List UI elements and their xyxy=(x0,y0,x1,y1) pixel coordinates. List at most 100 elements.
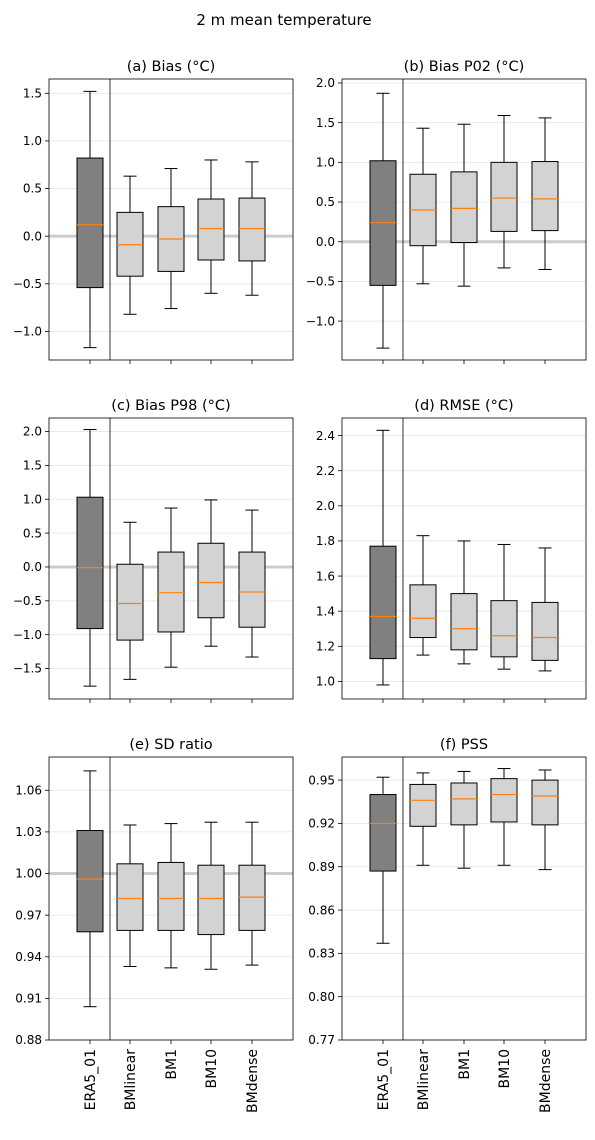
ytick-label-7: 2.4 xyxy=(316,429,335,443)
panel-2: −1.0 −0.5 0.0 0.5 1.0 1.5 2.0 (b) Bias P02 (°C) xyxy=(306,59,587,364)
panel-title: (f) PSS xyxy=(440,737,488,753)
ytick-label-4: 1.00 xyxy=(15,867,42,881)
iqr-box xyxy=(157,551,185,633)
box-ERA5_01 xyxy=(76,770,104,1008)
ytick-label-6: 1.5 xyxy=(23,459,42,473)
ytick-label-1: 0.80 xyxy=(308,990,335,1004)
iqr-box xyxy=(490,161,518,232)
panel-title: (e) SD ratio xyxy=(129,737,212,753)
ytick-label-2: 1.4 xyxy=(316,604,335,618)
ytick-label-2: 0.0 xyxy=(23,229,42,243)
ytick-label-4: 0.89 xyxy=(308,860,335,874)
ytick-label-0: 0.88 xyxy=(15,1033,42,1047)
ytick-label-0: −1.0 xyxy=(13,325,42,339)
iqr-box xyxy=(450,171,478,244)
xtick-label-BMlinear: BMlinear xyxy=(123,1049,139,1111)
box-BM1 xyxy=(450,540,478,665)
ytick-label-4: 1.0 xyxy=(23,134,42,148)
ytick-label-3: 0.5 xyxy=(23,182,42,196)
iqr-box xyxy=(490,778,518,823)
ytick-label-1: −0.5 xyxy=(306,275,335,289)
box-BM10 xyxy=(197,159,225,294)
ytick-label-3: 0.5 xyxy=(316,195,335,209)
ytick-label-1: 0.91 xyxy=(15,992,42,1006)
xtick-label-BMlinear: BMlinear xyxy=(416,1049,432,1111)
box-BM1 xyxy=(157,168,185,310)
iqr-box xyxy=(369,794,397,872)
box-BM1 xyxy=(450,123,478,287)
panel-4: 1.0 1.2 1.4 1.6 1.8 2.0 2.2 2.4 (d) RMSE (°C) xyxy=(316,398,587,703)
iqr-box xyxy=(531,161,559,232)
box-ERA5_01 xyxy=(369,776,397,944)
ytick-label-4: 1.0 xyxy=(316,156,335,170)
ytick-label-3: 0.86 xyxy=(308,903,335,917)
ytick-label-6: 1.06 xyxy=(15,783,42,797)
ytick-label-1: −0.5 xyxy=(13,277,42,291)
ytick-label-0: 1.0 xyxy=(316,675,335,689)
ytick-label-5: 1.03 xyxy=(15,825,42,839)
ytick-label-4: 0.5 xyxy=(23,526,42,540)
box-ERA5_01 xyxy=(76,90,104,349)
panel-title: (b) Bias P02 (°C) xyxy=(404,59,525,75)
box-BMdense xyxy=(238,821,266,966)
box-BMlinear xyxy=(409,127,437,285)
ytick-label-2: −0.5 xyxy=(13,594,42,608)
xtick-label-BM10: BM10 xyxy=(204,1049,220,1089)
iqr-box xyxy=(116,563,144,641)
panel-title: (a) Bias (°C) xyxy=(127,59,216,75)
iqr-box xyxy=(197,198,225,261)
box-BM1 xyxy=(157,507,185,668)
panels: −1.0 −0.5 0.0 0.5 1.0 1.5 (a) Bias (°C) −1.0 −0.… xyxy=(13,59,587,1113)
iqr-box xyxy=(450,782,478,826)
iqr-box xyxy=(409,783,437,827)
iqr-box xyxy=(531,601,559,661)
ytick-label-4: 1.8 xyxy=(316,534,335,548)
box-BM10 xyxy=(490,768,518,866)
box-ERA5_01 xyxy=(369,92,397,349)
box-BMlinear xyxy=(409,772,437,866)
xtick-label-BMdense: BMdense xyxy=(538,1049,554,1113)
box-BMdense xyxy=(238,509,266,658)
ytick-label-5: 1.5 xyxy=(316,116,335,130)
panel-1: −1.0 −0.5 0.0 0.5 1.0 1.5 (a) Bias (°C) xyxy=(13,59,294,364)
ytick-label-6: 0.95 xyxy=(308,773,335,787)
box-BM10 xyxy=(490,115,518,269)
iqr-box xyxy=(76,496,104,630)
box-BMdense xyxy=(531,117,559,271)
iqr-box xyxy=(76,830,104,933)
box-BMdense xyxy=(531,769,559,871)
iqr-box xyxy=(238,197,266,262)
xtick-label-BM1: BM1 xyxy=(164,1049,180,1080)
box-ERA5_01 xyxy=(369,429,397,686)
xtick-label-ERA5_01: ERA5_01 xyxy=(376,1049,392,1110)
iqr-box xyxy=(197,542,225,619)
ytick-label-0: −1.0 xyxy=(306,314,335,328)
box-BMlinear xyxy=(116,175,144,315)
ytick-label-2: 0.94 xyxy=(15,950,42,964)
ytick-label-5: 1.0 xyxy=(23,492,42,506)
ytick-label-5: 1.5 xyxy=(23,86,42,100)
xtick-label-BM10: BM10 xyxy=(497,1049,513,1089)
iqr-box xyxy=(157,861,185,931)
iqr-box xyxy=(409,584,437,639)
ytick-label-3: 1.6 xyxy=(316,569,335,583)
box-BMlinear xyxy=(116,824,144,967)
ytick-label-1: 1.2 xyxy=(316,640,335,654)
ytick-label-5: 2.0 xyxy=(316,499,335,513)
panel-3: −1.5 −1.0 −0.5 0.0 0.5 1.0 1.5 2.0 (c) Bias P98 … xyxy=(13,398,294,703)
box-BMdense xyxy=(531,547,559,672)
ytick-label-0: 0.77 xyxy=(308,1033,335,1047)
iqr-box xyxy=(369,545,397,660)
box-ERA5_01 xyxy=(76,429,104,687)
iqr-box xyxy=(197,864,225,936)
iqr-box xyxy=(450,593,478,651)
iqr-box xyxy=(76,157,104,289)
ytick-label-6: 2.2 xyxy=(316,464,335,478)
ytick-label-2: 0.0 xyxy=(316,235,335,249)
ytick-label-1: −1.0 xyxy=(13,628,42,642)
ytick-label-5: 0.92 xyxy=(308,817,335,831)
box-BM10 xyxy=(490,543,518,670)
ytick-label-2: 0.83 xyxy=(308,947,335,961)
panel-title: (d) RMSE (°C) xyxy=(414,398,513,414)
